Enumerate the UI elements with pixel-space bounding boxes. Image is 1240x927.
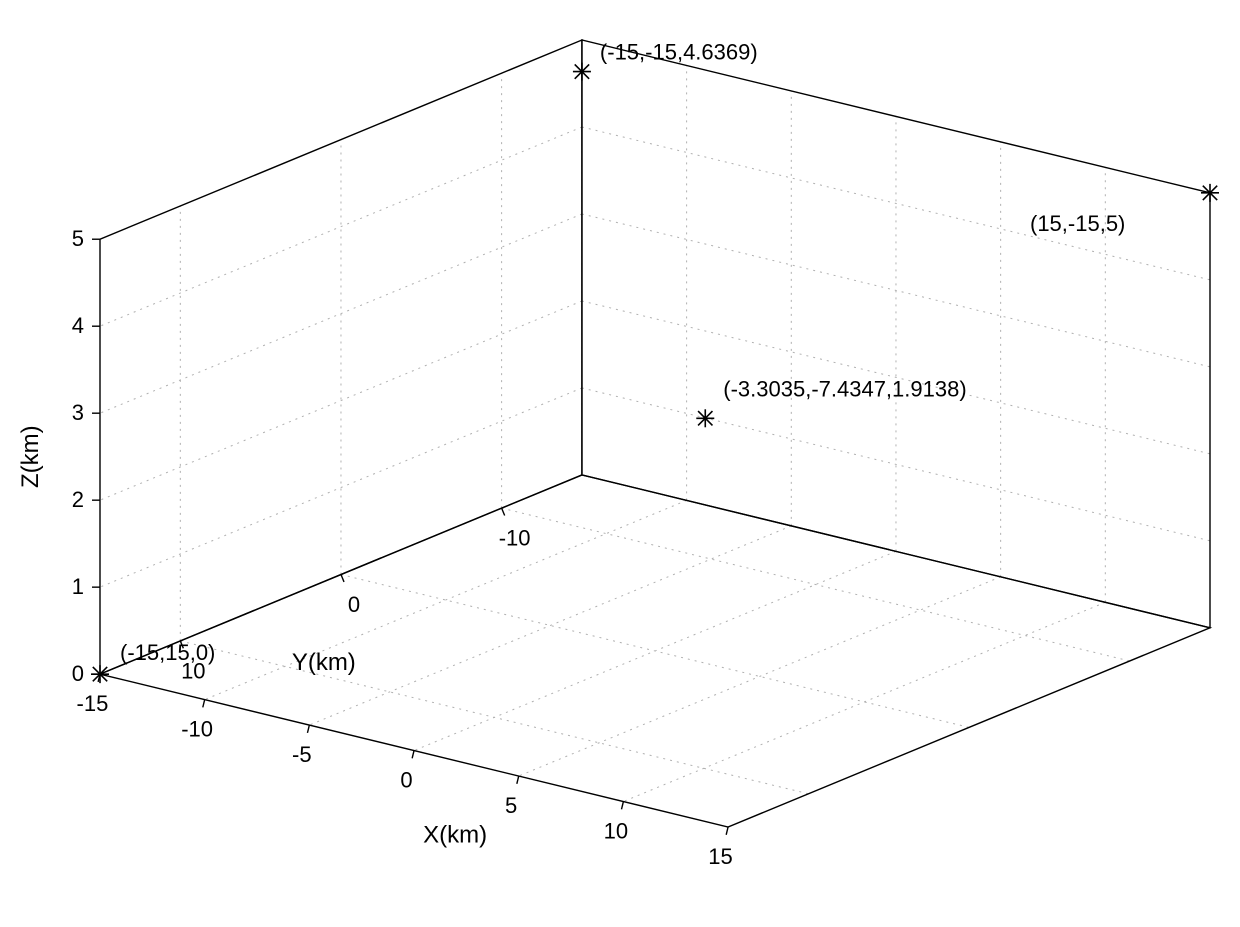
x-tick-label: -15	[77, 691, 109, 716]
y-tick-label: -10	[499, 526, 531, 551]
y-tick-label: 0	[348, 592, 360, 617]
x-tick-label: -10	[181, 717, 213, 742]
x-tick-label: 0	[400, 768, 412, 793]
scatter3d-plot: -15-10-5051015X(km)-10010Y(km)012345Z(km…	[0, 0, 1240, 927]
z-axis-label: Z(km)	[17, 425, 44, 488]
point-label: (-15,-15,4.6369)	[600, 40, 758, 65]
z-tick-label: 0	[72, 661, 84, 686]
z-tick-label: 1	[72, 574, 84, 599]
point-label: (15,-15,5)	[1030, 211, 1125, 236]
x-tick-label: 5	[505, 793, 517, 818]
point-marker	[573, 63, 591, 81]
z-tick-label: 5	[72, 226, 84, 251]
x-tick-label: 10	[604, 819, 628, 844]
z-tick-label: 2	[72, 487, 84, 512]
x-tick-label: 15	[708, 844, 732, 869]
point-marker	[696, 409, 714, 427]
x-axis-label: X(km)	[423, 821, 487, 848]
x-tick-label: -5	[292, 742, 312, 767]
y-axis-label: Y(km)	[292, 649, 356, 676]
point-marker	[91, 665, 109, 683]
point-label: (-15,15,0)	[120, 640, 215, 665]
z-tick-label: 3	[72, 400, 84, 425]
z-tick-label: 4	[72, 313, 84, 338]
point-label: (-3.3035,-7.4347,1.9138)	[723, 376, 966, 401]
point-marker	[1201, 184, 1219, 202]
